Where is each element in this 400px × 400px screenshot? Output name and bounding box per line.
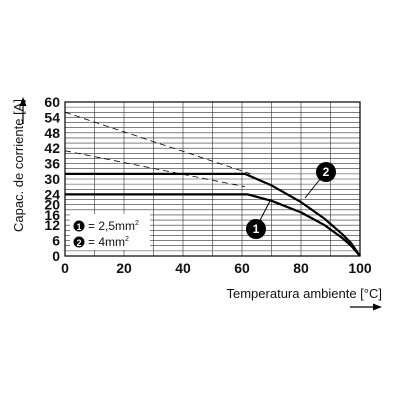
x-tick-label: 40: [175, 260, 191, 276]
legend: 1 = 2,5mm2 2 = 4mm2: [70, 214, 150, 250]
callout-2-label: 2: [323, 165, 330, 179]
x-tick-label: 20: [116, 260, 132, 276]
y-tick-label: 20: [44, 197, 60, 213]
y-tick-label: 36: [44, 156, 60, 172]
axes: [64, 101, 361, 257]
callout-1: 1: [246, 198, 272, 239]
reference-line-2: [64, 111, 251, 175]
reference-line-1: [64, 150, 246, 188]
x-axis-title-group: Temperatura ambiente [°C]: [227, 286, 383, 311]
legend-entry-2-text: = 4mm2: [88, 235, 129, 249]
y-tick-label: 30: [44, 171, 60, 187]
x-axis-arrow-head: [373, 303, 382, 311]
y-axis-title-group: Capac. de corriente [A]: [11, 97, 27, 232]
legend-entry-1-sup: 2: [135, 220, 139, 227]
y-axis-label: Capac. de corriente [A]: [11, 99, 26, 232]
plot-frame: [64, 101, 361, 257]
x-tick-label: 80: [293, 260, 309, 276]
series-line-1: [65, 193, 361, 257]
callout-1-circle-icon: [246, 219, 266, 239]
series-curves: [65, 172, 361, 257]
reference-lines: [64, 111, 251, 188]
x-axis-label: Temperatura ambiente [°C]: [227, 286, 383, 301]
y-tick-label: 54: [44, 109, 60, 125]
legend-entry-2-label: = 4mm: [88, 235, 125, 249]
legend-marker-1-text: 1: [76, 222, 81, 232]
x-tick-label: 0: [61, 260, 69, 276]
series-line-2: [65, 172, 361, 257]
x-tick-label: 60: [234, 260, 250, 276]
x-tick-label: 100: [348, 260, 372, 276]
legend-entry-2: 2 = 4mm2: [73, 235, 129, 249]
callout-2: 2: [304, 162, 336, 199]
y-axis-arrow-head: [19, 97, 27, 106]
y-tick-label: 0: [52, 248, 60, 264]
y-tick-label: 42: [44, 140, 60, 156]
y-tick-label: 48: [44, 125, 60, 141]
callout-2-circle-icon: [316, 162, 336, 182]
legend-entry-1-label: = 2,5mm: [88, 219, 135, 233]
legend-marker-1-icon: [73, 220, 85, 232]
legend-marker-2-text: 2: [76, 238, 81, 248]
callout-1-label: 1: [253, 222, 260, 236]
legend-entry-2-sup: 2: [125, 236, 129, 243]
legend-entry-1: 1 = 2,5mm2: [73, 219, 139, 233]
x-tick-labels: 0 20 40 60 80 100: [61, 260, 372, 276]
y-tick-label: 16: [44, 207, 60, 223]
y-tick-label: 60: [44, 94, 60, 110]
legend-entry-1-text: = 2,5mm2: [88, 219, 139, 233]
y-tick-label: 24: [44, 186, 60, 202]
y-tick-label: 6: [52, 233, 60, 249]
legend-marker-2-icon: [73, 236, 85, 248]
y-tick-label: 12: [44, 217, 60, 233]
